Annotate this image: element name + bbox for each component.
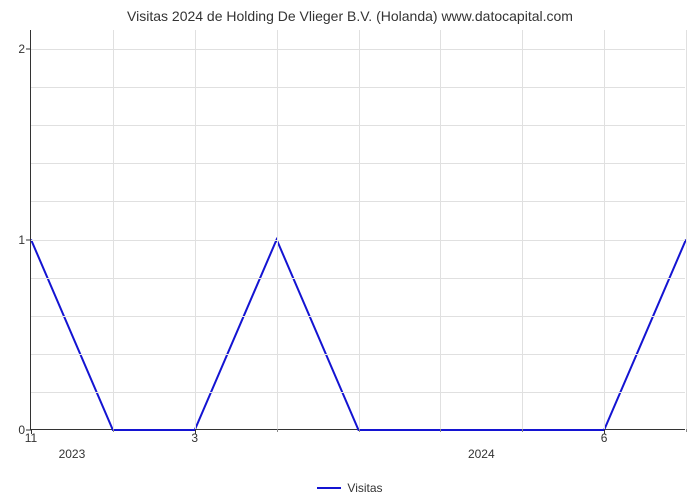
x-gridline	[195, 30, 196, 429]
x-year-label: 2024	[468, 429, 495, 461]
x-gridline	[277, 30, 278, 429]
x-tick-mark	[195, 429, 196, 434]
x-tick-mark	[604, 429, 605, 434]
y-tick-mark	[26, 239, 31, 240]
legend: Visitas	[0, 480, 700, 495]
x-minor-tick	[440, 429, 441, 432]
x-minor-tick	[277, 429, 278, 432]
plot-area: 012113620232024	[30, 30, 685, 430]
x-year-label: 2023	[59, 429, 86, 461]
legend-swatch	[317, 487, 341, 489]
x-minor-tick	[359, 429, 360, 432]
x-minor-tick	[686, 429, 687, 432]
x-minor-tick	[522, 429, 523, 432]
x-gridline	[686, 30, 687, 429]
chart-title: Visitas 2024 de Holding De Vlieger B.V. …	[0, 8, 700, 24]
x-tick-mark	[31, 429, 32, 434]
legend-label: Visitas	[347, 481, 382, 495]
x-gridline	[440, 30, 441, 429]
x-gridline	[604, 30, 605, 429]
y-tick-mark	[26, 49, 31, 50]
x-minor-tick	[113, 429, 114, 432]
x-gridline	[522, 30, 523, 429]
x-gridline	[359, 30, 360, 429]
x-gridline	[113, 30, 114, 429]
